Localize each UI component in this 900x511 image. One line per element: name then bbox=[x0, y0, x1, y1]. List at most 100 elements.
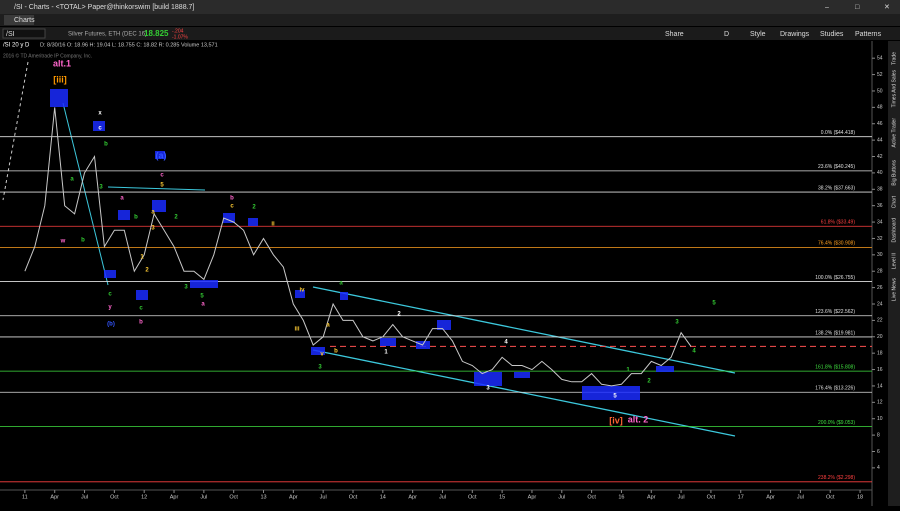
x-tick-label: Apr bbox=[408, 494, 417, 500]
wave-label: c bbox=[108, 292, 112, 298]
x-tick-label: Apr bbox=[528, 494, 537, 500]
wave-label: 3 bbox=[151, 226, 155, 232]
x-tick-label: Jul bbox=[558, 494, 565, 500]
drawing-box bbox=[50, 89, 68, 107]
close[interactable]: ✕ bbox=[884, 4, 890, 11]
channel-lower bbox=[312, 349, 736, 437]
sidebar-tab[interactable]: Active Trader bbox=[891, 118, 897, 148]
sidebar-tab[interactable]: Dashboard bbox=[891, 218, 897, 243]
wave-label: y bbox=[108, 305, 112, 311]
fib-label: 61.8% ($33.49) bbox=[821, 220, 856, 226]
wave-label: [iii] bbox=[53, 74, 67, 84]
wave-label: c bbox=[139, 306, 143, 312]
sidebar bbox=[888, 41, 900, 506]
sidebar-tab[interactable]: Chart bbox=[891, 195, 897, 208]
chart-symbol: /SI 20 y D bbox=[3, 43, 30, 49]
wave-label: 5 bbox=[160, 183, 164, 189]
fib-label: 161.8% ($15.808) bbox=[815, 364, 855, 370]
drawing-box bbox=[514, 372, 530, 378]
trend-line bbox=[107, 186, 206, 191]
channel-upper bbox=[312, 286, 736, 374]
aggregation[interactable]: D bbox=[724, 31, 729, 38]
wave-label: 1 bbox=[384, 350, 388, 356]
sidebar-tab[interactable]: Big Buttons bbox=[891, 160, 897, 186]
wave-label: 3 bbox=[318, 365, 322, 371]
x-tick-label: Jul bbox=[320, 494, 327, 500]
wave-label: 2 bbox=[145, 268, 149, 274]
y-tick-label: 32 bbox=[877, 236, 883, 242]
wave-label: 3 bbox=[184, 285, 188, 291]
change: -.204 bbox=[172, 28, 184, 34]
drawing-box bbox=[155, 151, 165, 159]
wave-label: b bbox=[81, 238, 85, 244]
x-tick-label: Jul bbox=[439, 494, 446, 500]
tab[interactable] bbox=[4, 15, 34, 25]
x-tick-label: Oct bbox=[826, 494, 835, 500]
fib-label: 23.6% ($40.245) bbox=[818, 164, 855, 170]
y-tick-label: 24 bbox=[877, 301, 883, 307]
drawing-box bbox=[340, 292, 348, 300]
toolbar-button[interactable]: Drawings bbox=[780, 31, 810, 38]
wave-label: 1 bbox=[140, 255, 144, 261]
wave-label: b bbox=[104, 142, 108, 148]
drawing-box bbox=[104, 270, 116, 278]
fib-label: 0.0% ($44.418) bbox=[821, 130, 856, 136]
wave-label: alt.1 bbox=[53, 58, 71, 68]
sidebar-tab[interactable]: Times And Sales bbox=[891, 70, 897, 108]
y-tick-label: 28 bbox=[877, 269, 883, 275]
toolbar-button[interactable]: Studies bbox=[820, 31, 844, 38]
y-tick-label: 30 bbox=[877, 252, 883, 258]
drawing-box bbox=[93, 121, 105, 131]
wave-label: a bbox=[326, 323, 330, 329]
symbol: /SI bbox=[6, 31, 15, 38]
drawing-box bbox=[311, 347, 325, 355]
wave-label: 3 bbox=[675, 320, 679, 326]
y-tick-label: 6 bbox=[877, 449, 880, 455]
wave-label: 3 bbox=[99, 185, 103, 191]
drawing-box bbox=[295, 290, 305, 298]
wave-label: a bbox=[120, 196, 124, 202]
wave-label: 1 bbox=[626, 368, 630, 374]
wave-label: (a) bbox=[156, 150, 167, 160]
sidebar-tab[interactable]: Trade bbox=[891, 52, 897, 65]
x-tick-label: Jul bbox=[200, 494, 207, 500]
sidebar-tab[interactable]: Level II bbox=[891, 253, 897, 269]
maximize[interactable]: □ bbox=[855, 4, 860, 11]
y-tick-label: 44 bbox=[877, 137, 883, 143]
fib-label: 200.0% ($9.053) bbox=[818, 420, 855, 426]
y-tick-label: 38 bbox=[877, 187, 883, 193]
tab-bar bbox=[0, 14, 900, 26]
x-tick-label: 17 bbox=[738, 494, 744, 500]
wave-label: alt. 2 bbox=[628, 414, 649, 424]
fib-label: 238.2% ($2.298) bbox=[818, 475, 855, 481]
sidebar-tab[interactable]: Live News bbox=[891, 278, 897, 302]
x-tick-label: 14 bbox=[380, 494, 386, 500]
y-tick-label: 14 bbox=[877, 383, 883, 389]
toolbar-button[interactable]: Style bbox=[750, 31, 766, 38]
y-tick-label: 16 bbox=[877, 367, 883, 373]
x-tick-label: 13 bbox=[260, 494, 266, 500]
toolbar-button[interactable]: Patterns bbox=[855, 31, 882, 38]
y-tick-label: 26 bbox=[877, 285, 883, 291]
x-tick-label: 16 bbox=[618, 494, 624, 500]
toolbar-button[interactable]: Share bbox=[665, 31, 684, 38]
y-tick-label: 12 bbox=[877, 400, 883, 406]
drawing-box bbox=[190, 280, 218, 288]
wave-label: 2 bbox=[252, 205, 256, 211]
y-tick-label: 4 bbox=[877, 465, 880, 471]
wave-label: 5 bbox=[613, 394, 617, 400]
x-tick-label: 15 bbox=[499, 494, 505, 500]
symbol-box[interactable] bbox=[2, 28, 46, 39]
toolbar bbox=[0, 27, 900, 40]
x-tick-label: Oct bbox=[229, 494, 238, 500]
wave-label: iii bbox=[294, 327, 299, 333]
fib-label: 38.2% ($37.663) bbox=[818, 185, 855, 191]
y-tick-label: 8 bbox=[877, 432, 880, 438]
minimize[interactable]: – bbox=[825, 4, 829, 11]
chart: 4681012141618202224262830323436384042444… bbox=[0, 41, 883, 506]
wave-label: 4 bbox=[504, 340, 508, 346]
y-tick-label: 46 bbox=[877, 121, 883, 127]
wave-label: b bbox=[230, 196, 234, 202]
wave-label: (b) bbox=[107, 322, 115, 328]
